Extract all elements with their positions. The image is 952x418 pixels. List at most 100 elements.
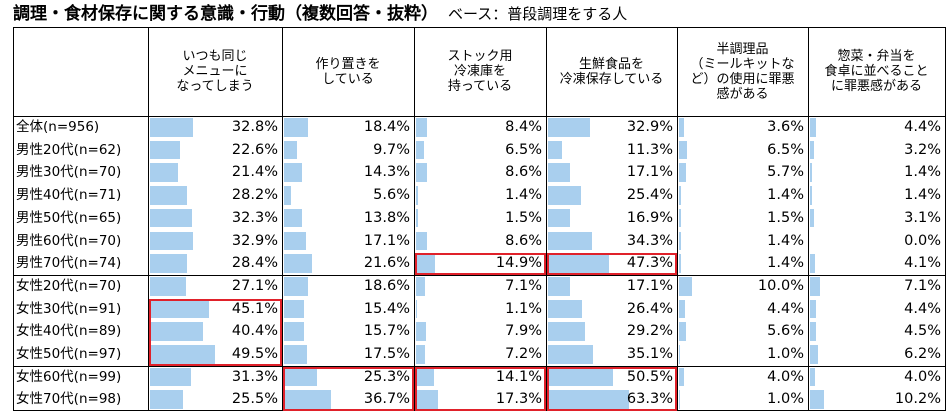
data-bar bbox=[810, 367, 816, 387]
value-label: 4.4% bbox=[767, 300, 804, 317]
data-bar bbox=[284, 345, 307, 364]
value-label: 35.1% bbox=[626, 346, 673, 362]
value-label: 9.7% bbox=[373, 141, 410, 158]
value-label: 50.5% bbox=[626, 368, 673, 385]
data-bar bbox=[679, 345, 681, 364]
value-label: 27.1% bbox=[231, 277, 278, 294]
data-bar bbox=[416, 276, 426, 296]
data-bar bbox=[150, 186, 187, 205]
value-label: 8.6% bbox=[505, 164, 542, 181]
data-bar bbox=[284, 299, 304, 319]
value-label: 11.3% bbox=[626, 141, 673, 158]
row-label: 女性30代(n=91) bbox=[16, 300, 122, 317]
value-label: 0.0% bbox=[904, 232, 941, 249]
column-divider bbox=[282, 27, 283, 412]
data-bar bbox=[150, 208, 193, 228]
column-header: 惣菜・弁当を 食卓に並べること に罪悪感がある bbox=[824, 49, 929, 94]
data-bar bbox=[284, 322, 305, 341]
data-bar bbox=[810, 163, 812, 183]
value-label: 7.9% bbox=[505, 323, 542, 340]
value-label: 40.4% bbox=[231, 323, 278, 340]
value-label: 14.1% bbox=[495, 368, 542, 385]
group-divider bbox=[13, 274, 945, 276]
data-bar bbox=[150, 163, 179, 183]
value-label: 26.4% bbox=[626, 300, 673, 317]
data-bar bbox=[150, 231, 194, 251]
value-label: 25.5% bbox=[231, 391, 278, 408]
data-bar bbox=[679, 299, 685, 319]
data-bar bbox=[150, 140, 180, 160]
value-label: 1.4% bbox=[904, 164, 941, 181]
value-label: 5.7% bbox=[767, 164, 804, 181]
value-label: 22.6% bbox=[231, 141, 278, 158]
value-label: 17.1% bbox=[626, 277, 673, 294]
data-bar bbox=[810, 254, 816, 273]
value-label: 29.2% bbox=[626, 323, 673, 340]
data-bar bbox=[810, 390, 824, 410]
row-label: 男性50代(n=65) bbox=[16, 209, 122, 226]
column-header: いつも同じ メニューに なってしまう bbox=[176, 49, 254, 94]
header-divider bbox=[13, 116, 945, 117]
row-label: 男性40代(n=71) bbox=[16, 187, 122, 204]
value-label: 49.5% bbox=[231, 346, 278, 362]
value-label: 1.4% bbox=[767, 255, 804, 272]
column-header: 作り置きを している bbox=[315, 56, 381, 87]
data-bar bbox=[548, 254, 609, 273]
value-label: 17.3% bbox=[495, 391, 542, 408]
value-label: 1.1% bbox=[505, 300, 542, 317]
value-label: 32.8% bbox=[231, 119, 278, 135]
data-bar bbox=[284, 276, 308, 296]
data-bar bbox=[548, 390, 630, 410]
column-header: ストック用 冷凍庫を 持っている bbox=[447, 49, 513, 94]
data-bar bbox=[810, 276, 820, 296]
value-label: 6.2% bbox=[904, 346, 941, 362]
row-label: 男性20代(n=62) bbox=[16, 141, 122, 158]
column-divider bbox=[546, 27, 547, 412]
highlight-box bbox=[149, 298, 282, 366]
value-label: 16.9% bbox=[626, 209, 673, 226]
value-label: 4.0% bbox=[767, 368, 804, 385]
data-bar bbox=[548, 140, 563, 160]
value-label: 63.3% bbox=[626, 391, 673, 408]
value-label: 14.9% bbox=[495, 255, 542, 272]
data-bar bbox=[548, 276, 570, 296]
column-divider bbox=[414, 27, 415, 412]
value-label: 28.4% bbox=[231, 255, 278, 272]
highlight-box bbox=[547, 253, 677, 275]
value-label: 5.6% bbox=[373, 187, 410, 204]
data-bar bbox=[284, 390, 332, 410]
data-bar bbox=[679, 276, 692, 296]
data-bar bbox=[150, 276, 186, 296]
value-label: 10.2% bbox=[894, 391, 941, 408]
data-bar bbox=[810, 140, 815, 160]
value-label: 4.1% bbox=[904, 255, 941, 272]
data-bar bbox=[416, 163, 428, 183]
value-label: 15.7% bbox=[363, 323, 410, 340]
column-divider bbox=[808, 27, 809, 412]
data-bar bbox=[416, 345, 426, 364]
data-bar bbox=[548, 163, 570, 183]
data-bar bbox=[548, 186, 581, 205]
data-bar bbox=[810, 208, 815, 228]
value-label: 13.8% bbox=[363, 209, 410, 226]
data-bar bbox=[548, 367, 613, 387]
value-label: 14.3% bbox=[363, 164, 410, 181]
row-label: 女性60代(n=99) bbox=[16, 368, 122, 385]
value-label: 32.3% bbox=[231, 209, 278, 226]
highlight-box bbox=[547, 366, 677, 412]
value-label: 18.4% bbox=[363, 119, 410, 135]
data-bar bbox=[416, 322, 427, 341]
data-bar bbox=[548, 322, 586, 341]
value-label: 7.2% bbox=[505, 346, 542, 362]
value-label: 45.1% bbox=[231, 300, 278, 317]
value-label: 3.1% bbox=[904, 209, 941, 226]
data-bar bbox=[810, 322, 817, 341]
data-bar bbox=[416, 186, 418, 205]
value-label: 32.9% bbox=[231, 232, 278, 249]
row-label: 女性70代(n=98) bbox=[16, 391, 122, 408]
data-bar bbox=[679, 254, 681, 273]
data-bar bbox=[150, 390, 184, 410]
row-label: 男性30代(n=70) bbox=[16, 164, 122, 181]
value-label: 10.0% bbox=[757, 277, 804, 294]
data-bar bbox=[679, 390, 681, 410]
